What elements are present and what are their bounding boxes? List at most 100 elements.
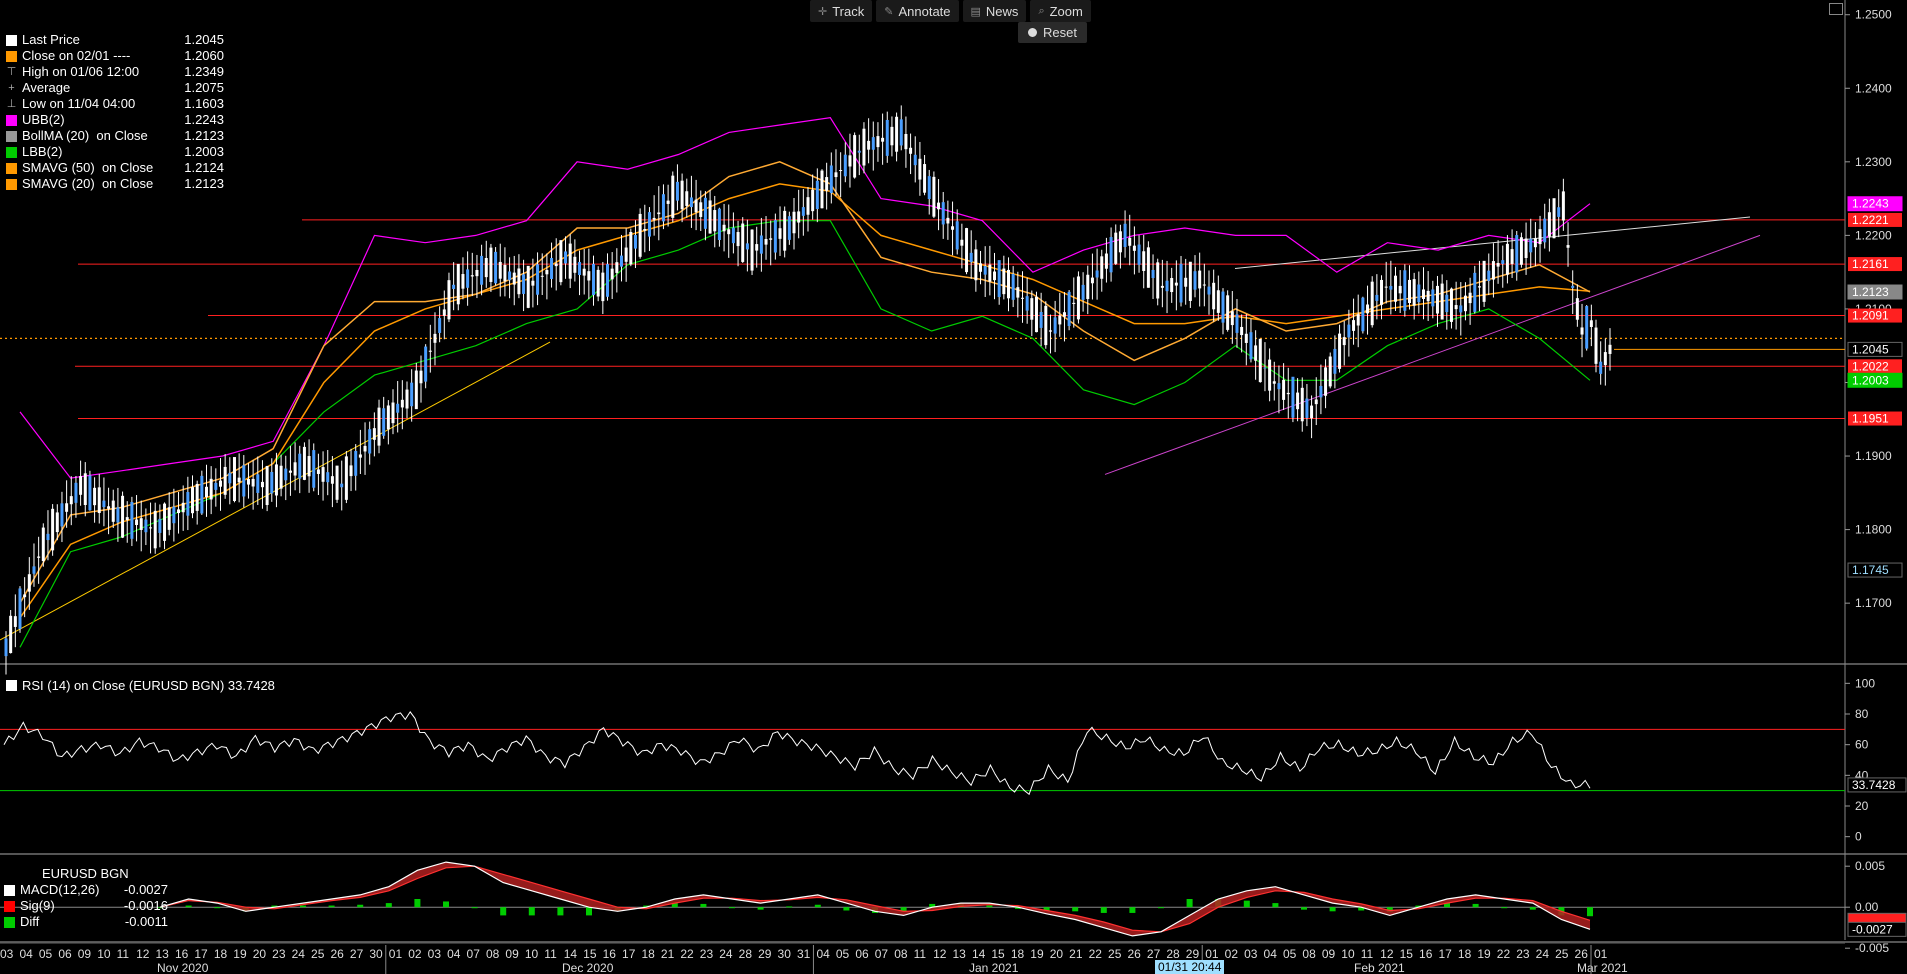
y-tick-label: 1.2300 — [1855, 155, 1892, 169]
candle-body — [27, 574, 31, 592]
candle-body — [811, 189, 815, 212]
legend-row[interactable]: SMAVG (50) on Close 1.2124 — [6, 160, 224, 176]
candle-body — [489, 247, 493, 282]
candle-body — [46, 533, 50, 541]
candle-body — [1375, 294, 1379, 301]
legend-row[interactable]: ⊤ High on 01/06 12:00 1.2349 — [6, 64, 224, 80]
candle-body — [195, 483, 199, 511]
candle-body — [102, 500, 106, 508]
candle-body — [1505, 243, 1509, 275]
candle-body — [1272, 381, 1276, 384]
annotate-button[interactable]: ✎ Annotate — [876, 0, 959, 22]
candle-body — [993, 271, 997, 281]
sma50-line — [19, 183, 1591, 619]
legend-row[interactable]: UBB(2) 1.2243 — [6, 112, 224, 128]
legend-row[interactable]: LBB(2) 1.2003 — [6, 144, 224, 160]
x-day-label: 23 — [1516, 947, 1530, 961]
track-button[interactable]: ✛ Track — [810, 0, 873, 22]
candle-body — [1179, 263, 1183, 303]
candle-body — [447, 280, 451, 320]
candle-body — [1585, 306, 1589, 349]
candle-body — [881, 137, 885, 142]
candle-body — [1580, 327, 1584, 335]
candle-body — [205, 486, 208, 498]
candle-body — [1552, 198, 1556, 239]
candle-body — [186, 492, 190, 516]
candle-body — [652, 217, 656, 220]
zoom-label: Zoom — [1049, 3, 1083, 19]
x-day-label: 11 — [117, 947, 130, 961]
x-day-label: 28 — [1166, 947, 1180, 961]
x-month-label: Nov 2020 — [157, 961, 209, 974]
candle-body — [671, 175, 675, 218]
candle-body — [177, 509, 181, 514]
candle-body — [899, 119, 903, 146]
candle-body — [414, 370, 418, 410]
legend-row[interactable]: BollMA (20) on Close 1.2123 — [6, 128, 224, 144]
x-day-label: 11 — [544, 947, 557, 961]
macd-histogram-bar — [300, 905, 306, 908]
candle-body — [1421, 289, 1425, 299]
candle-body — [988, 264, 992, 282]
candle-body — [1095, 270, 1099, 278]
candle-body — [377, 407, 381, 446]
news-button[interactable]: ▤ News — [962, 0, 1027, 22]
macd-signal-fill — [160, 862, 1590, 936]
x-day-label: 03 — [0, 947, 14, 961]
candle-body — [839, 170, 843, 172]
legend-row[interactable]: Close on 02/01 ---- 1.2060 — [6, 48, 224, 64]
candle-body — [1007, 269, 1010, 299]
macd-histogram-bar — [986, 905, 993, 908]
candle-body — [1384, 286, 1388, 288]
candle-body — [1431, 289, 1435, 307]
macd-histogram-bar — [385, 903, 392, 908]
candle-body — [18, 588, 22, 629]
x-day-label: 18 — [214, 947, 228, 961]
candle-body — [559, 240, 563, 283]
macd-y-tick-label: 0.005 — [1855, 859, 1885, 873]
candle-body — [340, 483, 344, 488]
x-day-label: 11 — [1361, 947, 1374, 961]
macd-legend-row[interactable]: MACD(12,26) -0.0027 — [4, 882, 168, 898]
candle-body — [727, 229, 731, 235]
chart-options-icon[interactable] — [1829, 3, 1843, 15]
high-icon: ⊤ — [6, 66, 17, 78]
candle-body — [1282, 379, 1286, 400]
candle-body — [344, 456, 348, 500]
candle-body — [601, 272, 605, 302]
candle-body — [587, 271, 591, 281]
candle-body — [1244, 333, 1248, 343]
candle-body — [797, 211, 801, 223]
candle-body — [270, 471, 274, 494]
macd-legend-row[interactable]: Diff -0.0011 — [4, 914, 168, 930]
reset-label: Reset — [1043, 25, 1077, 40]
reset-button[interactable]: Reset — [1018, 22, 1087, 43]
macd-histogram-bar — [1329, 907, 1336, 912]
candle-body — [951, 226, 955, 230]
x-day-label: 08 — [894, 947, 908, 961]
legend-row[interactable]: Last Price 1.2045 — [6, 32, 224, 48]
legend-swatch — [6, 130, 17, 142]
macd-legend-row[interactable]: Sig(9) -0.0016 — [4, 898, 168, 914]
x-day-label: 26 — [330, 947, 344, 961]
legend-row[interactable]: SMAVG (20) on Close 1.2123 — [6, 176, 224, 192]
candle-body — [531, 280, 535, 286]
candle-body — [633, 235, 637, 249]
price-candles — [4, 105, 1612, 675]
x-day-label: 07 — [467, 947, 481, 961]
candle-body — [1589, 320, 1593, 327]
x-day-label: 02 — [408, 947, 422, 961]
candle-body — [1118, 231, 1122, 253]
macd-histogram-bar — [1186, 899, 1193, 908]
zoom-button[interactable]: ⌕ Zoom — [1030, 0, 1091, 22]
legend-swatch — [6, 162, 17, 174]
price-legend: Last Price 1.2045 Close on 02/01 ---- 1.206… — [2, 30, 228, 194]
legend-row[interactable]: + Average 1.2075 — [6, 80, 224, 96]
candle-body — [876, 136, 880, 148]
legend-value: 1.2243 — [184, 112, 224, 127]
legend-value: 1.2124 — [184, 160, 224, 175]
legend-value: 1.2123 — [184, 128, 224, 143]
legend-row[interactable]: ⊥ Low on 11/04 04:00 1.1603 — [6, 96, 224, 112]
candle-body — [55, 512, 59, 533]
